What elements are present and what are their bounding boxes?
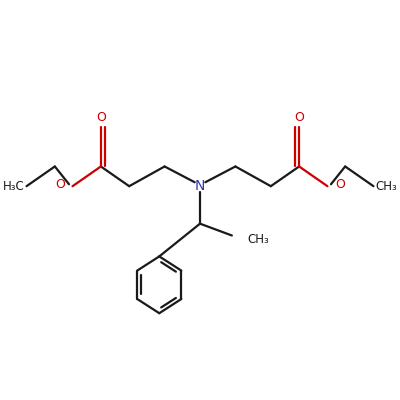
- Text: O: O: [96, 111, 106, 124]
- Text: O: O: [335, 178, 345, 191]
- Text: N: N: [195, 179, 205, 193]
- Text: O: O: [55, 178, 65, 191]
- Text: O: O: [294, 111, 304, 124]
- Text: H₃C: H₃C: [3, 180, 25, 193]
- Text: CH₃: CH₃: [375, 180, 397, 193]
- Text: CH₃: CH₃: [248, 233, 270, 246]
